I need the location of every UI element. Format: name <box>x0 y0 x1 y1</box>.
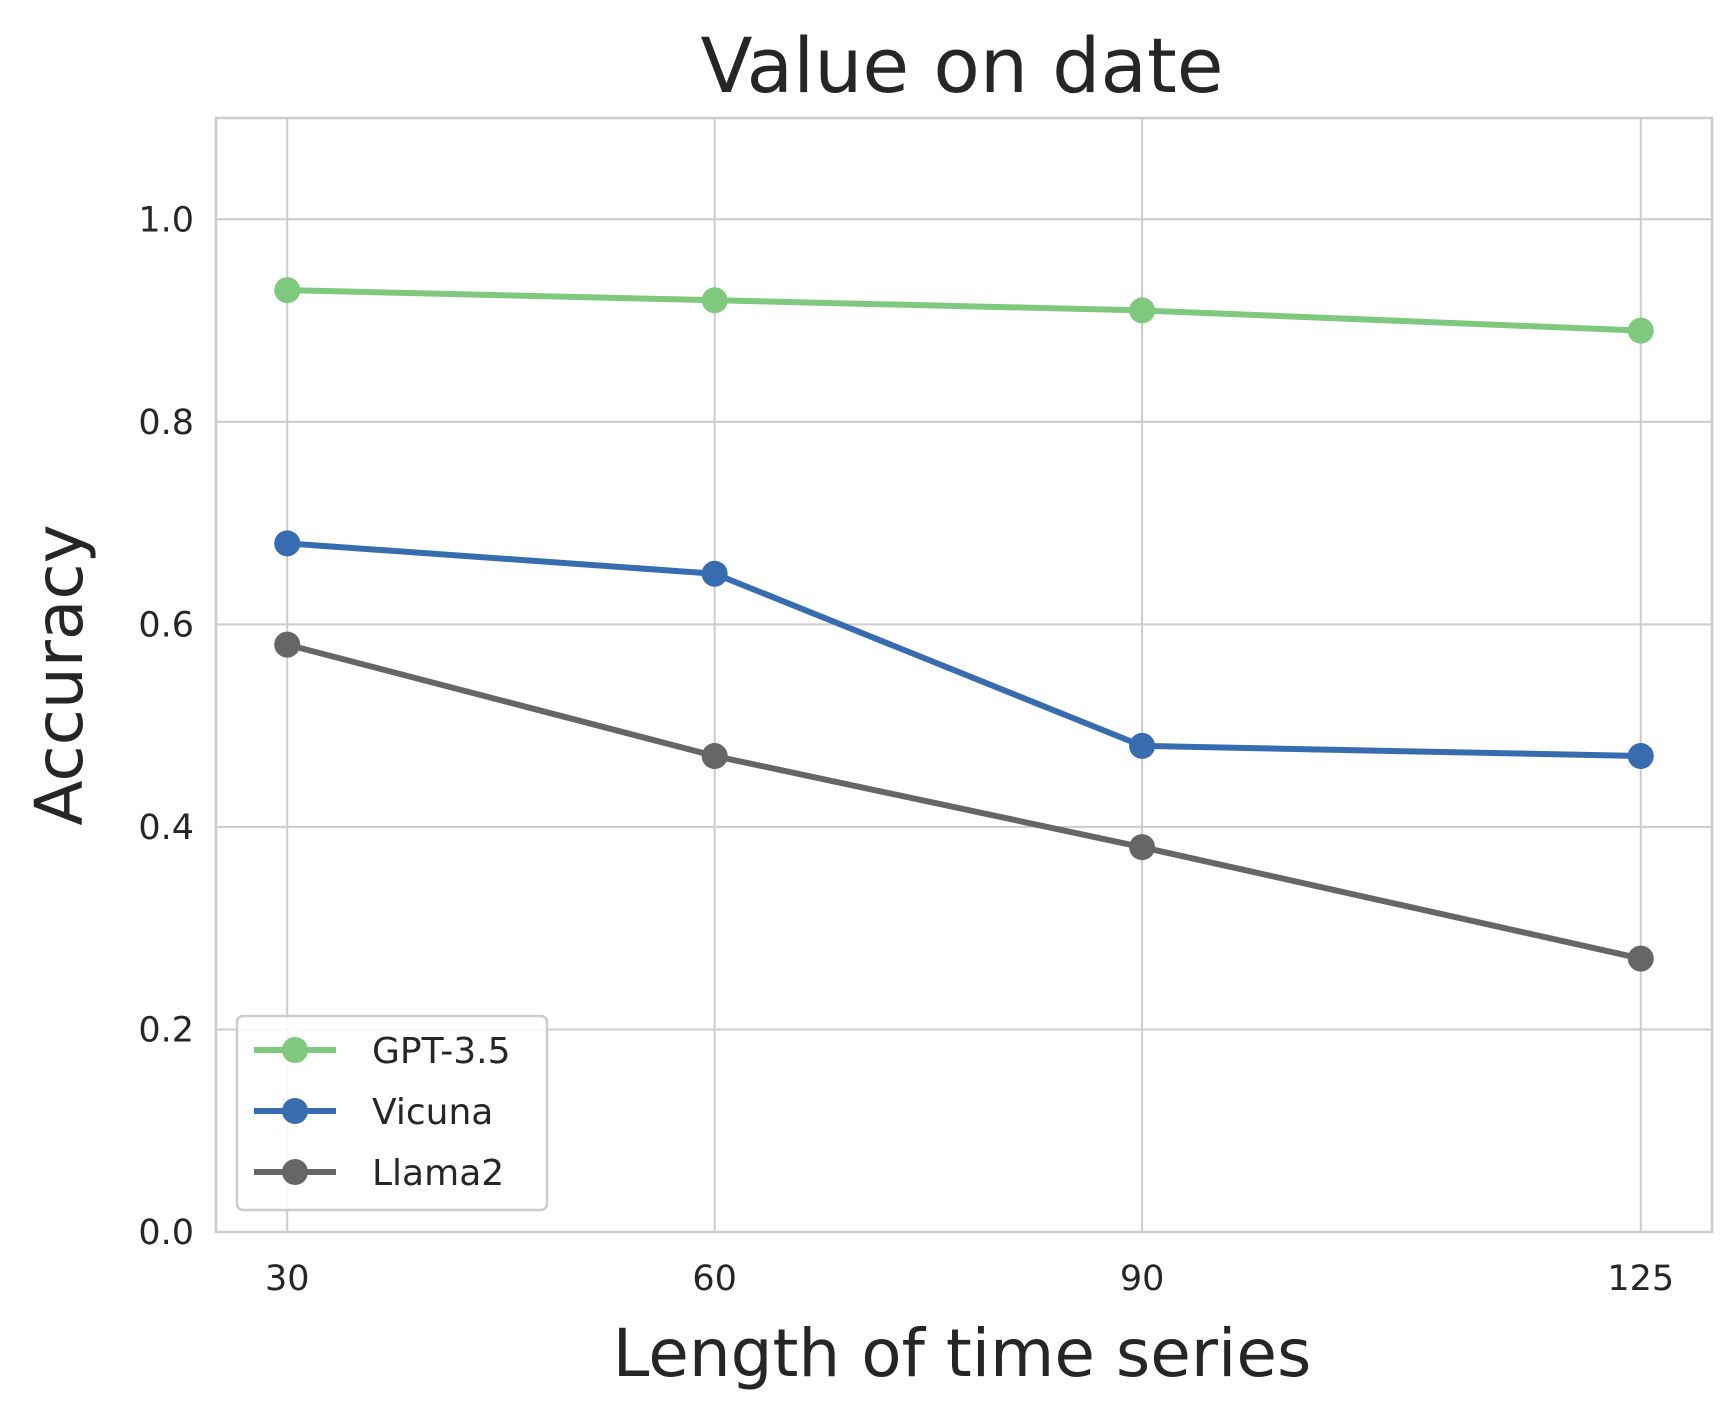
x-tick-label: 60 <box>692 1259 737 1299</box>
legend-marker <box>282 1037 308 1063</box>
y-tick-label: 0.0 <box>138 1213 194 1253</box>
x-tick-label: 90 <box>1120 1259 1165 1299</box>
x-axis: 30 60 90 125 <box>265 1259 1674 1299</box>
series-llama2 <box>274 631 1654 972</box>
legend-item: Vicuna <box>254 1092 493 1133</box>
series-group <box>274 277 1654 972</box>
series-line <box>284 641 1644 962</box>
data-point <box>1129 834 1156 861</box>
legend-label: GPT-3.5 <box>372 1031 511 1072</box>
legend-box <box>235 1014 549 1212</box>
series-gpt-3-5 <box>274 277 1654 344</box>
y-tick-label: 1.0 <box>138 200 194 240</box>
data-point <box>1627 317 1654 344</box>
x-axis-label: Length of time series <box>613 1315 1312 1392</box>
y-tick-label: 0.8 <box>138 403 194 443</box>
data-point <box>274 631 301 658</box>
legend: GPT-3.5 Vicuna Llama2 <box>235 1014 549 1212</box>
data-point <box>701 743 728 770</box>
y-axis: 0.0 0.2 0.4 0.6 0.8 1.0 <box>138 200 194 1253</box>
series-line <box>284 540 1644 760</box>
chart-title: Value on date <box>700 21 1223 110</box>
series-line <box>284 287 1644 334</box>
y-axis-label: Accuracy <box>21 524 98 825</box>
legend-marker <box>282 1098 308 1124</box>
data-point <box>274 277 301 304</box>
data-point <box>274 530 301 557</box>
x-tick-label: 30 <box>265 1259 310 1299</box>
data-point <box>1129 732 1156 759</box>
data-point <box>1627 743 1654 770</box>
legend-item: GPT-3.5 <box>254 1031 511 1072</box>
y-tick-label: 0.2 <box>138 1010 194 1050</box>
x-tick-label: 125 <box>1607 1259 1674 1299</box>
legend-item: Llama2 <box>254 1153 504 1194</box>
series-vicuna <box>274 530 1654 770</box>
plot-area <box>214 116 1714 1234</box>
data-point <box>1129 297 1156 324</box>
data-point <box>1627 945 1654 972</box>
y-tick-label: 0.4 <box>138 808 194 848</box>
legend-marker <box>282 1159 308 1185</box>
legend-label: Llama2 <box>372 1153 504 1194</box>
legend-label: Vicuna <box>372 1092 493 1133</box>
data-point <box>701 287 728 314</box>
y-tick-label: 0.6 <box>138 605 194 645</box>
data-point <box>701 560 728 587</box>
